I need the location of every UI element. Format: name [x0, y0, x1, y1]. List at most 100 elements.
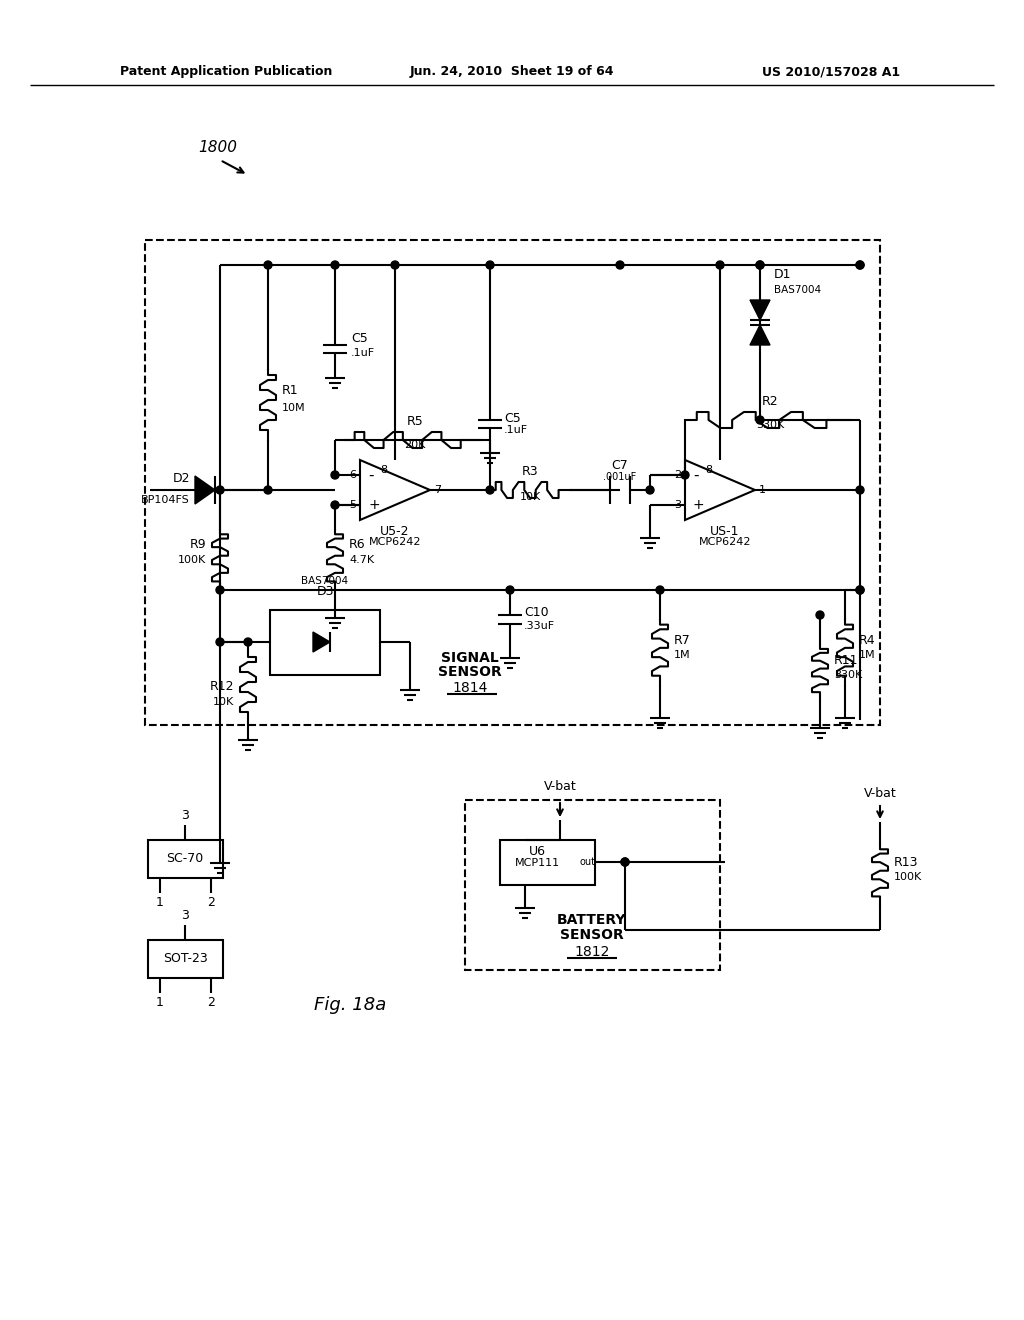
Circle shape — [486, 261, 494, 269]
Text: 1M: 1M — [674, 649, 690, 660]
Circle shape — [756, 261, 764, 269]
Text: BATTERY: BATTERY — [557, 913, 627, 927]
Text: 1: 1 — [759, 484, 766, 495]
Text: 1: 1 — [156, 997, 164, 1008]
Text: R3: R3 — [521, 465, 539, 478]
Text: Jun. 24, 2010  Sheet 19 of 64: Jun. 24, 2010 Sheet 19 of 64 — [410, 66, 614, 78]
Text: 3: 3 — [674, 500, 681, 510]
Text: 10K: 10K — [213, 697, 234, 708]
Circle shape — [216, 586, 224, 594]
Circle shape — [264, 261, 272, 269]
Bar — [270, 610, 380, 675]
Text: .1uF: .1uF — [504, 425, 528, 436]
Text: BAS7004: BAS7004 — [774, 285, 821, 294]
Text: out: out — [579, 857, 595, 867]
Text: R13: R13 — [894, 855, 919, 869]
Text: D2: D2 — [172, 473, 190, 484]
Text: MCP111: MCP111 — [514, 858, 559, 869]
Text: MCP6242: MCP6242 — [698, 537, 752, 546]
Text: SC-70: SC-70 — [166, 853, 204, 866]
Circle shape — [621, 858, 629, 866]
Bar — [148, 940, 223, 978]
Circle shape — [716, 261, 724, 269]
Text: U6: U6 — [528, 845, 546, 858]
Circle shape — [486, 486, 494, 494]
Bar — [148, 840, 223, 878]
Text: .33uF: .33uF — [524, 620, 555, 631]
Text: SENSOR: SENSOR — [560, 928, 624, 942]
Text: 7: 7 — [434, 484, 441, 495]
Text: R7: R7 — [674, 634, 691, 647]
Text: 330K: 330K — [756, 420, 784, 430]
Text: V-bat: V-bat — [863, 787, 896, 800]
Text: 100K: 100K — [894, 873, 923, 882]
Text: 2: 2 — [207, 896, 215, 909]
Text: R6: R6 — [349, 539, 366, 552]
Text: C5: C5 — [504, 412, 521, 425]
Text: 1814: 1814 — [453, 681, 487, 696]
Text: 100K: 100K — [178, 554, 206, 565]
Circle shape — [856, 261, 864, 269]
Text: C10: C10 — [524, 606, 549, 619]
Text: V-bat: V-bat — [544, 780, 577, 793]
Text: 3: 3 — [181, 809, 189, 822]
Circle shape — [616, 261, 624, 269]
Circle shape — [216, 486, 224, 494]
Text: .001uF: .001uF — [603, 473, 637, 482]
Text: R4: R4 — [859, 634, 876, 647]
Circle shape — [856, 261, 864, 269]
Text: 10K: 10K — [519, 492, 541, 502]
Text: R1: R1 — [282, 384, 299, 396]
Text: +: + — [693, 498, 705, 512]
Text: +: + — [368, 498, 380, 512]
Text: BP104FS: BP104FS — [141, 495, 190, 506]
Circle shape — [331, 471, 339, 479]
Text: U5-2: U5-2 — [380, 525, 410, 539]
Text: C7: C7 — [611, 459, 629, 473]
Text: R5: R5 — [407, 414, 423, 428]
Text: BAS7004: BAS7004 — [301, 576, 348, 586]
Text: D3: D3 — [316, 585, 334, 598]
Text: 10M: 10M — [282, 403, 305, 413]
Text: MCP6242: MCP6242 — [369, 537, 421, 546]
Text: Fig. 18a: Fig. 18a — [314, 997, 386, 1014]
Polygon shape — [313, 632, 330, 652]
Text: R9: R9 — [189, 539, 206, 552]
Circle shape — [621, 858, 629, 866]
Text: Patent Application Publication: Patent Application Publication — [120, 66, 333, 78]
Text: 2: 2 — [674, 470, 681, 480]
Text: R12: R12 — [210, 681, 234, 693]
Text: 1: 1 — [156, 896, 164, 909]
Text: 6: 6 — [349, 470, 356, 480]
Circle shape — [506, 586, 514, 594]
Circle shape — [331, 261, 339, 269]
Circle shape — [856, 486, 864, 494]
Polygon shape — [750, 325, 770, 345]
Text: 1800: 1800 — [198, 140, 237, 156]
Text: 1M: 1M — [859, 649, 876, 660]
Text: SENSOR: SENSOR — [438, 665, 502, 678]
Polygon shape — [750, 300, 770, 319]
Circle shape — [816, 611, 824, 619]
Circle shape — [216, 638, 224, 645]
Text: 4.7K: 4.7K — [349, 554, 374, 565]
Circle shape — [331, 502, 339, 510]
Circle shape — [856, 586, 864, 594]
Circle shape — [244, 638, 252, 645]
Text: .1uF: .1uF — [351, 348, 375, 358]
Text: 330K: 330K — [834, 671, 862, 680]
Circle shape — [756, 261, 764, 269]
Bar — [500, 840, 595, 884]
Text: 8: 8 — [705, 465, 712, 475]
Circle shape — [656, 586, 664, 594]
Text: D1: D1 — [774, 268, 792, 281]
Text: 1812: 1812 — [574, 945, 609, 960]
Text: C5: C5 — [351, 331, 368, 345]
Text: 2: 2 — [207, 997, 215, 1008]
Circle shape — [681, 471, 689, 479]
Polygon shape — [195, 477, 215, 504]
Text: 8: 8 — [380, 465, 387, 475]
Text: SIGNAL: SIGNAL — [441, 651, 499, 665]
Text: 20K: 20K — [404, 440, 426, 450]
Text: -: - — [368, 467, 374, 483]
